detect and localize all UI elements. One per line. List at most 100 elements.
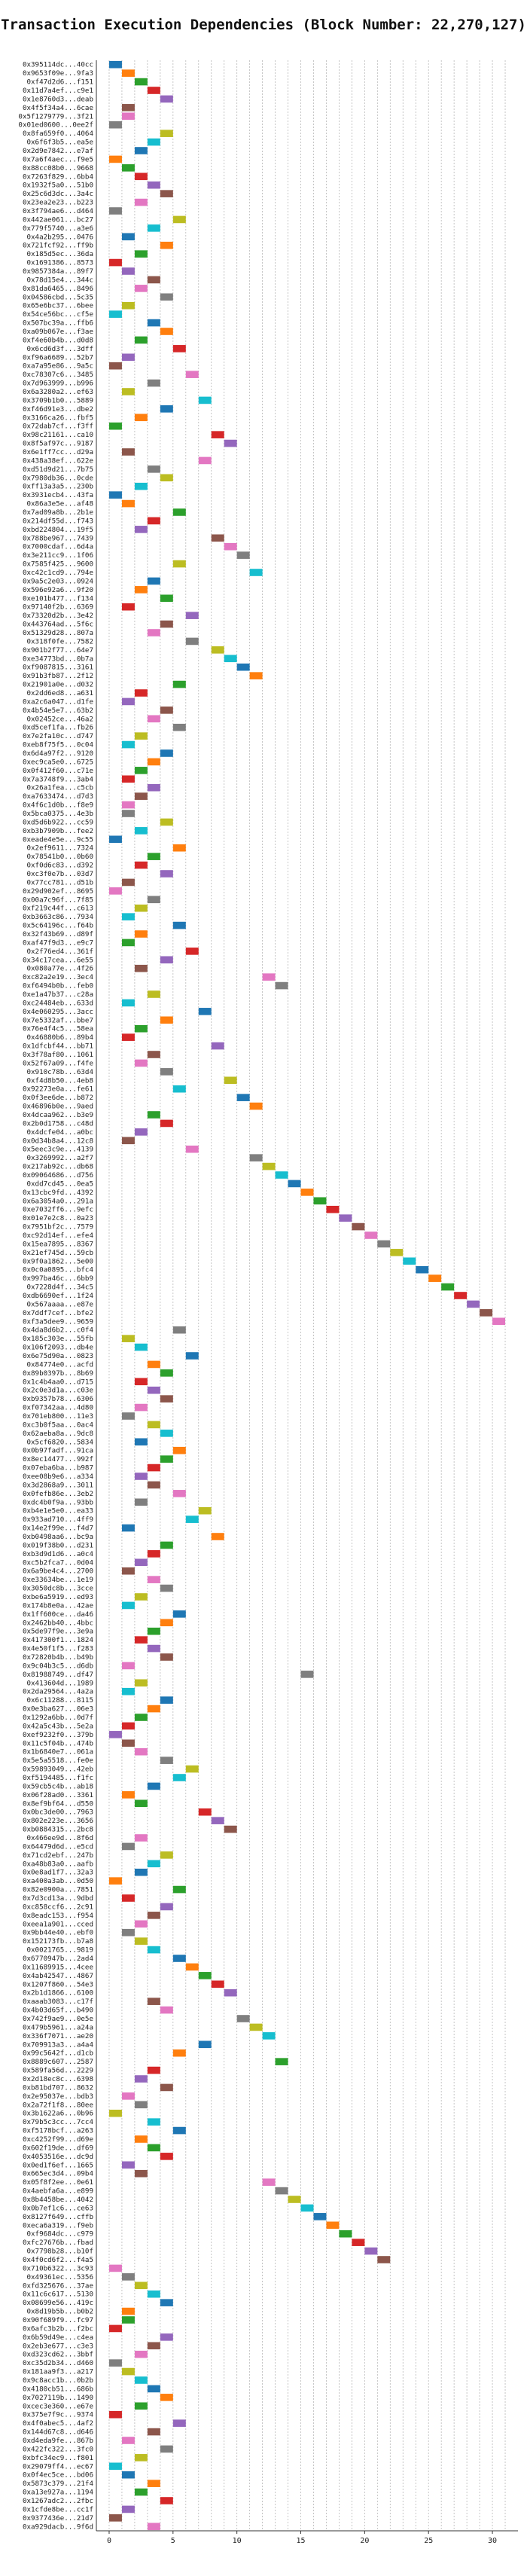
execution-bar: [108, 155, 122, 163]
execution-bar: [134, 2454, 148, 2462]
execution-bar: [134, 198, 148, 206]
execution-bar: [160, 594, 173, 603]
execution-bar: [339, 2230, 352, 2238]
y-tick-label: 0x4f0cd6f2...f4a5: [23, 2256, 93, 2264]
y-tick-label: 0x15ea7895...8367: [23, 1240, 93, 1248]
execution-bar: [313, 1197, 327, 1205]
y-tick-label: 0xa7633474...d7d3: [23, 792, 93, 801]
execution-bar: [108, 310, 122, 318]
y-tick-label: 0x5c64196c...f64b: [23, 922, 93, 930]
execution-bar: [326, 1205, 340, 1213]
y-tick-label: 0xc82a2e19...3ec4: [23, 973, 94, 981]
execution-bar: [134, 2402, 148, 2410]
y-tick-label: 0x02452ce...46a2: [26, 715, 93, 723]
execution-bar: [390, 1249, 404, 1256]
execution-bar: [121, 1722, 135, 1730]
execution-bar: [134, 767, 148, 774]
y-tick-label: 0xc24484eb...633d: [23, 999, 93, 1007]
x-tick-label: 20: [360, 2537, 369, 2545]
y-tick-label: 0x0ed1f6ef...1665: [23, 2161, 93, 2169]
execution-bar: [121, 2367, 135, 2376]
y-tick-label: 0x64479d6d...e5cd: [23, 1842, 93, 1851]
execution-bar: [147, 1111, 160, 1119]
y-tick-label: 0x4053516e...dc9d: [23, 2153, 93, 2161]
y-tick-label: 0x81988749...df47: [23, 1671, 93, 1679]
execution-bar: [134, 827, 148, 835]
y-tick-label: 0xd5cef1fa...fb26: [23, 724, 93, 732]
execution-bar: [428, 1274, 442, 1282]
y-tick-label: 0x2462bb40...4bbc: [23, 1619, 93, 1627]
y-tick-label: 0xeb8f75f5...0c04: [23, 741, 94, 749]
execution-bar: [236, 1094, 250, 1101]
y-tick-label: 0x11c6c617...5130: [23, 2291, 93, 2299]
y-tick-label: 0x3709b1b0...5889: [23, 396, 93, 404]
y-tick-label: 0xdc4b0f9a...93bb: [23, 1498, 93, 1506]
execution-bar: [160, 1119, 173, 1128]
y-tick-label: 0x4180cb51...686b: [23, 2385, 93, 2393]
execution-bar: [249, 569, 263, 576]
y-tick-label: 0x7ddf7cef...bfe2: [23, 1309, 93, 1317]
execution-bar: [121, 499, 135, 508]
y-tick-label: 0x7ad09a8b...2b1e: [23, 508, 93, 517]
y-tick-label: 0x7228d4f...34c5: [26, 1283, 93, 1292]
y-tick-label: 0xb9357b78...6306: [23, 1395, 93, 1403]
execution-bar: [160, 1369, 173, 1377]
y-tick-label: 0x0c0a0895...bfc4: [23, 1266, 94, 1274]
chart-title: Transaction Execution Dependencies (Bloc…: [1, 17, 526, 33]
execution-bar: [121, 388, 135, 395]
execution-bar: [134, 1799, 148, 1808]
execution-bar: [160, 1851, 173, 1859]
execution-bar: [108, 362, 122, 370]
y-tick-label: 0xa2c6a047...d1fe: [23, 697, 93, 706]
execution-bar: [134, 1498, 148, 1506]
execution-bar: [134, 1937, 148, 1945]
y-tick-label: 0x86a3e5e...af48: [26, 500, 93, 508]
execution-bar: [185, 1515, 199, 1523]
execution-bar: [160, 1016, 173, 1024]
execution-bar: [134, 1403, 148, 1412]
y-tick-label: 0x72dab7cf...f3ff: [23, 423, 93, 431]
y-tick-label: 0x1cfde8be...cc1f: [23, 2505, 93, 2513]
execution-bar: [160, 1757, 173, 1764]
execution-bar: [288, 1180, 301, 1188]
y-tick-label: 0xc3b0f5aa...0ac4: [23, 1421, 94, 1429]
execution-bar: [198, 1972, 212, 1979]
execution-bar: [108, 2359, 122, 2367]
execution-bar: [134, 285, 148, 292]
y-tick-label: 0xb0498aa6...bc9a: [23, 1533, 93, 1541]
y-tick-label: 0x2b1d1866...6100: [23, 1989, 93, 1998]
y-tick-label: 0x6e1ff7cc...d29a: [23, 448, 93, 456]
y-tick-label: 0xf4d8b50...4eb8: [26, 1076, 93, 1085]
execution-bar: [121, 448, 135, 456]
y-tick-label: 0x5eec3c9e...4139: [23, 1146, 93, 1154]
y-tick-label: 0x4dcfe04...a0bc: [26, 1128, 93, 1137]
execution-bar: [147, 465, 160, 473]
y-tick-label: 0x0e8ad1f7...32a3: [23, 1869, 93, 1877]
execution-bar: [160, 2299, 173, 2306]
execution-bar: [134, 2488, 148, 2496]
execution-bar: [134, 1679, 148, 1687]
y-tick-label: 0x99c5642f...d1cb: [23, 2050, 93, 2058]
execution-bar: [108, 1731, 122, 1738]
execution-bar: [134, 1473, 148, 1480]
y-tick-label: 0xa929dacb...9f6d: [23, 2523, 93, 2531]
y-tick-label: 0x0b97fadf...91ca: [23, 1447, 93, 1455]
y-tick-label: 0x080a77e...4f26: [26, 965, 93, 973]
y-tick-label: 0x05f8f2ee...0e61: [23, 2178, 93, 2187]
y-tick-label: 0x589fa56d...2229: [23, 2067, 93, 2075]
y-tick-label: 0x185c303e...55fb: [23, 1335, 93, 1343]
y-tick-label: 0x144d67c8...d646: [23, 2428, 93, 2437]
y-tick-label: 0x0bc3de00...7963: [23, 1808, 93, 1817]
y-tick-label: 0x779f5740...a3e6: [23, 224, 93, 233]
execution-bar: [172, 1955, 186, 1962]
execution-bar: [160, 474, 173, 482]
execution-bar: [147, 2523, 160, 2531]
execution-bar: [121, 267, 135, 275]
execution-bar: [185, 1145, 199, 1153]
execution-bar: [121, 801, 135, 809]
execution-bar: [236, 551, 250, 559]
y-tick-label: 0x82e0900a...7851: [23, 1886, 93, 1894]
execution-bar: [134, 482, 148, 490]
y-tick-label: 0xbd224804...19f5: [23, 526, 93, 534]
y-tick-label: 0x6afc3b2b...f2bc: [23, 2324, 93, 2333]
